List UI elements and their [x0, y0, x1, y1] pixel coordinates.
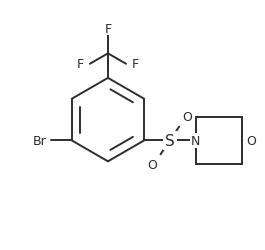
Text: F: F	[77, 58, 84, 71]
Text: O: O	[147, 158, 157, 171]
Text: O: O	[182, 110, 192, 124]
Text: Br: Br	[33, 134, 47, 147]
Text: O: O	[247, 134, 257, 147]
Text: N: N	[191, 134, 200, 147]
Text: S: S	[165, 134, 175, 148]
Text: F: F	[132, 58, 139, 71]
Text: F: F	[104, 22, 112, 36]
